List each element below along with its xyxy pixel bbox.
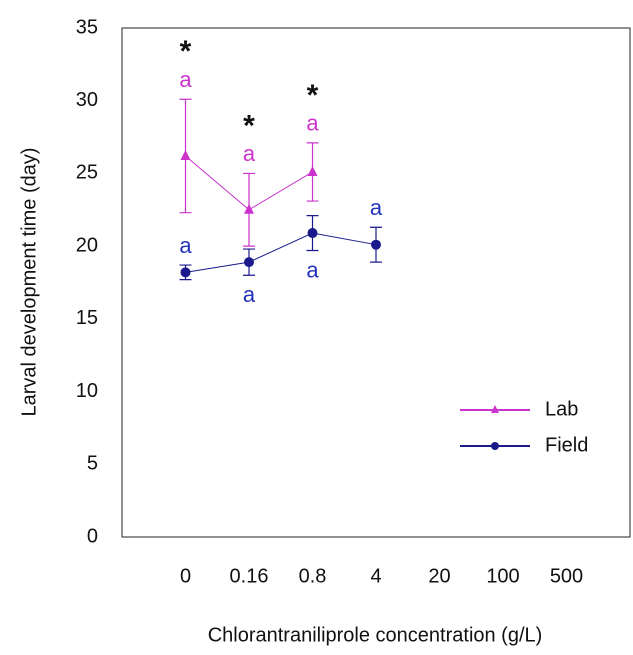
significance-letter: a [306,111,319,136]
x-tick-label: 0.8 [299,565,327,587]
significance-letter: a [179,67,192,92]
significance-letter: a [243,141,256,166]
x-tick-label: 4 [370,565,381,587]
significance-letter: a [243,282,256,307]
y-tick-label: 10 [76,380,98,402]
marker [180,267,191,278]
x-tick-label: 20 [428,565,450,587]
legend-label: Field [545,434,588,456]
legend-marker [491,442,499,450]
significance-star: * [180,35,192,68]
y-tick-label: 25 [76,162,98,184]
y-tick-label: 15 [76,307,98,329]
x-tick-label: 0.16 [230,565,269,587]
marker [371,239,381,250]
legend-label: Lab [545,398,578,420]
y-tick-label: 5 [87,453,98,475]
marker [244,257,254,268]
legend-marker [491,405,499,413]
significance-star: * [243,109,255,142]
y-axis-label: Larval development time (day) [18,147,40,416]
y-tick-label: 35 [76,16,98,38]
marker [180,149,191,160]
marker [307,228,318,239]
plot-frame [121,27,631,538]
x-tick-label: 0 [180,565,191,587]
marker [307,165,318,176]
series-line [185,232,377,273]
y-tick-label: 30 [76,89,98,111]
significance-letter: a [306,257,319,282]
significance-letter: a [370,195,383,220]
x-axis-label: Chlorantraniliprole concentration (g/L) [208,624,543,646]
x-tick-label: 500 [550,565,583,587]
significance-star: * [307,79,319,112]
significance-letter: a [179,233,192,258]
x-tick-label: 100 [486,565,519,587]
y-tick-label: 20 [76,234,98,256]
y-tick-label: 0 [87,525,98,547]
marker [244,203,254,214]
